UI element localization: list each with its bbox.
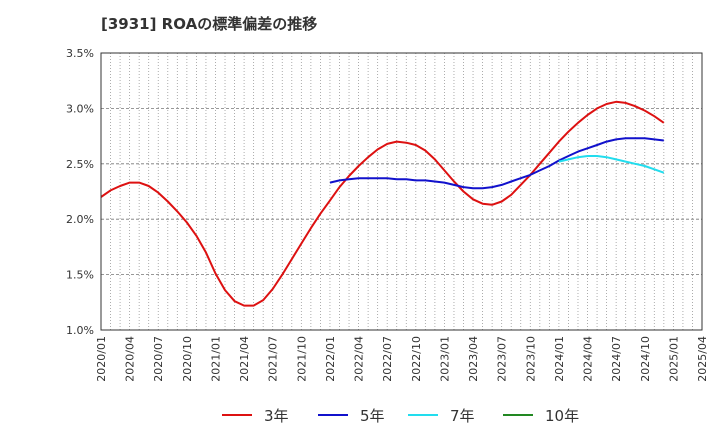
legend-swatch (408, 414, 438, 416)
series-line-3年 (100, 100, 665, 307)
legend-swatch (318, 414, 348, 416)
series-line-7年 (558, 155, 665, 174)
legend-swatch (222, 414, 252, 416)
series-line-5年 (329, 137, 664, 190)
grid (101, 53, 702, 330)
x-tick-label: 2025/04 (696, 336, 709, 382)
x-tick-label: 2024/10 (639, 336, 652, 382)
x-tick-label: 2024/07 (610, 336, 623, 382)
y-tick-label: 3.5% (66, 47, 94, 60)
legend-swatch (503, 414, 533, 416)
x-tick-label: 2022/10 (410, 336, 423, 382)
legend-item: 5年 (318, 402, 385, 428)
y-tick-label: 2.5% (66, 158, 94, 171)
legend-item: 7年 (408, 402, 475, 428)
x-tick-label: 2023/01 (438, 336, 451, 382)
plot-frame (100, 52, 703, 331)
series-lines (100, 100, 665, 307)
y-tick-label: 1.0% (66, 324, 94, 337)
legend-item: 3年 (222, 402, 289, 428)
axes: 1.0% 1.5% 2.0% 2.5% 3.0% 3.5% 2020/01 2020/04 20… (66, 47, 709, 382)
x-tick-label: 2021/01 (209, 336, 222, 382)
x-tick-label: 2023/07 (496, 336, 509, 382)
x-tick-label: 2020/07 (152, 336, 165, 382)
legend-label: 5年 (360, 406, 385, 425)
legend: 3年 5年 7年 10年 (0, 402, 720, 428)
legend-label: 3年 (264, 406, 289, 425)
y-tick-label: 2.0% (66, 213, 94, 226)
x-tick-label: 2020/04 (124, 336, 137, 382)
x-tick-label: 2024/04 (582, 336, 595, 382)
x-tick-label: 2023/10 (524, 336, 537, 382)
y-tick-label: 1.5% (66, 269, 94, 282)
legend-label: 10年 (545, 406, 580, 425)
legend-label: 7年 (450, 406, 475, 425)
legend-item: 10年 (503, 402, 579, 428)
x-tick-label: 2021/07 (267, 336, 280, 382)
x-tick-label: 2025/01 (667, 336, 680, 382)
chart-area: 1.0% 1.5% 2.0% 2.5% 3.0% 3.5% 2020/01 2020/04 20… (66, 47, 709, 382)
x-tick-label: 2021/10 (295, 336, 308, 382)
x-tick-label: 2024/01 (553, 336, 566, 382)
x-tick-label: 2020/10 (181, 336, 194, 382)
x-tick-label: 2021/04 (238, 336, 251, 382)
x-tick-label: 2023/04 (467, 336, 480, 382)
chart-title: [3931] ROAの標準偏差の推移 (101, 15, 318, 33)
x-tick-label: 2022/07 (381, 336, 394, 382)
y-tick-label: 3.0% (66, 102, 94, 115)
x-tick-label: 2020/01 (95, 336, 108, 382)
x-tick-label: 2022/04 (353, 336, 366, 382)
x-tick-label: 2022/01 (324, 336, 337, 382)
